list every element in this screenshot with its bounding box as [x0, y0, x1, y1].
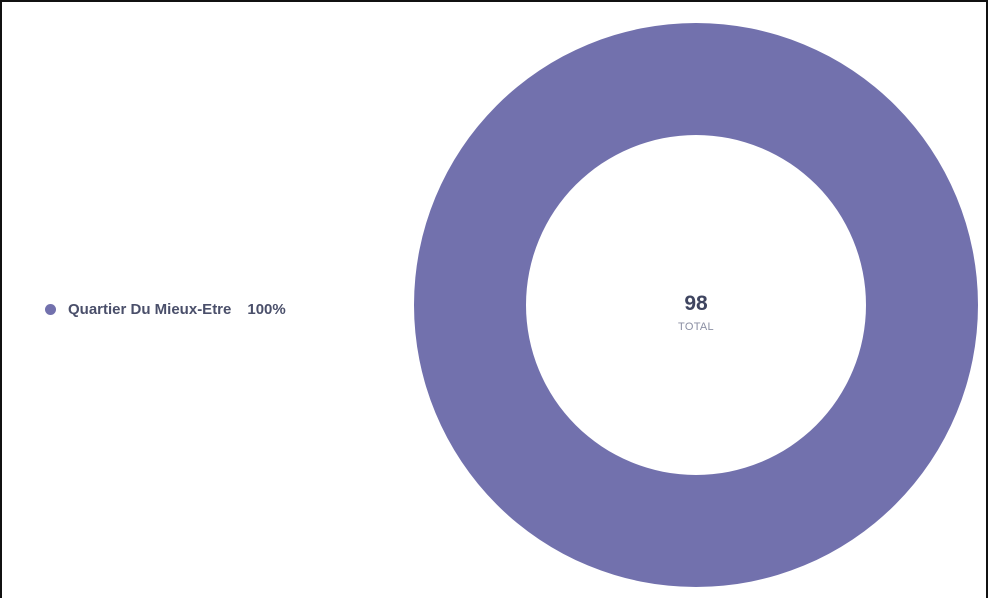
- legend-label: Quartier Du Mieux-Etre: [68, 301, 232, 318]
- center-total-label: TOTAL: [678, 321, 714, 333]
- donut-chart: 98 TOTAL: [414, 23, 978, 587]
- donut-slices: [414, 23, 978, 587]
- legend-color-dot: [45, 304, 56, 315]
- legend-item-quartier-du-mieux-etre[interactable]: Quartier Du Mieux-Etre 100%: [45, 301, 286, 318]
- donut-slice-quartier-du-mieux-etre[interactable]: [414, 23, 978, 587]
- legend-percent: 100%: [247, 301, 286, 318]
- center-total-value: 98: [684, 292, 708, 315]
